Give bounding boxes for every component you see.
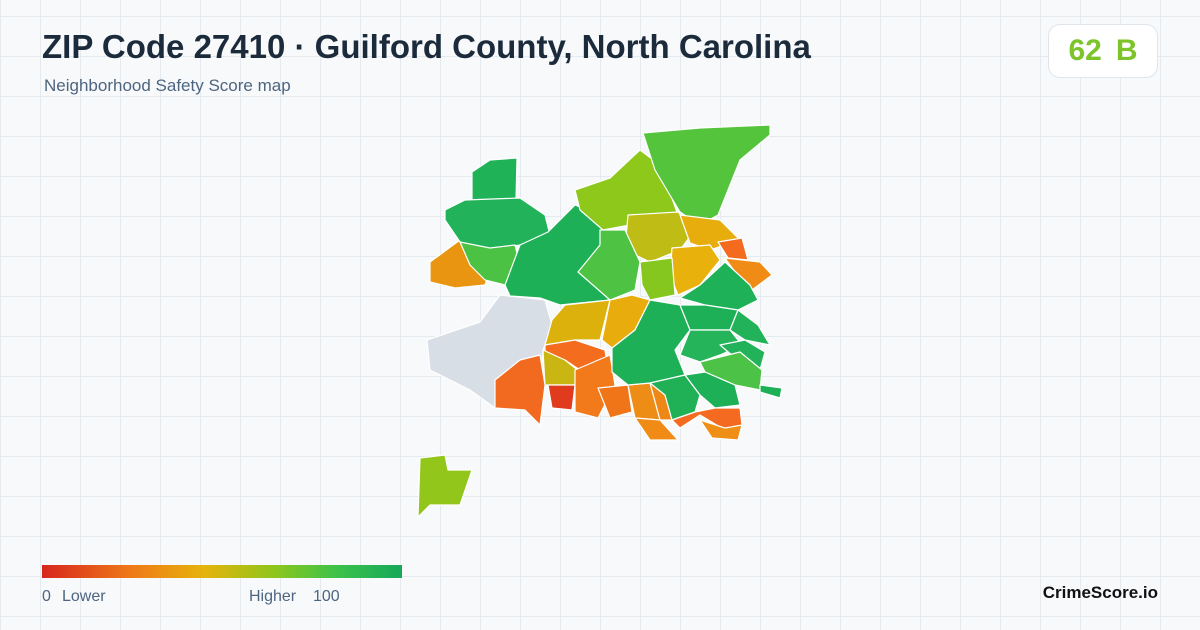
legend-max-label: Higher [249, 588, 297, 605]
legend-gradient [42, 565, 402, 578]
region [547, 384, 576, 411]
title: ZIP Code 27410 · Guilford County, North … [42, 28, 811, 65]
region [684, 371, 741, 409]
region [759, 384, 783, 399]
legend-max: 100 [313, 588, 340, 605]
region [717, 237, 749, 261]
region [634, 417, 679, 441]
region [639, 257, 676, 301]
score-value: 62 [1068, 34, 1102, 67]
region [611, 299, 691, 386]
region [679, 329, 743, 363]
region [729, 309, 771, 346]
score-grade: B [1115, 34, 1138, 67]
region [544, 299, 611, 346]
subtitle: Neighborhood Safety Score map [44, 76, 291, 95]
brand: CrimeScore.io [1042, 583, 1158, 602]
score-badge: 62 B [1048, 24, 1158, 78]
region [417, 454, 473, 518]
region [642, 124, 771, 226]
region [679, 261, 759, 311]
region [597, 384, 633, 419]
region [494, 354, 546, 426]
region [679, 304, 739, 331]
region [577, 229, 641, 301]
legend-min-label: Lower [62, 588, 106, 605]
region [699, 419, 743, 441]
region [471, 157, 518, 201]
legend-min: 0 [42, 588, 51, 605]
